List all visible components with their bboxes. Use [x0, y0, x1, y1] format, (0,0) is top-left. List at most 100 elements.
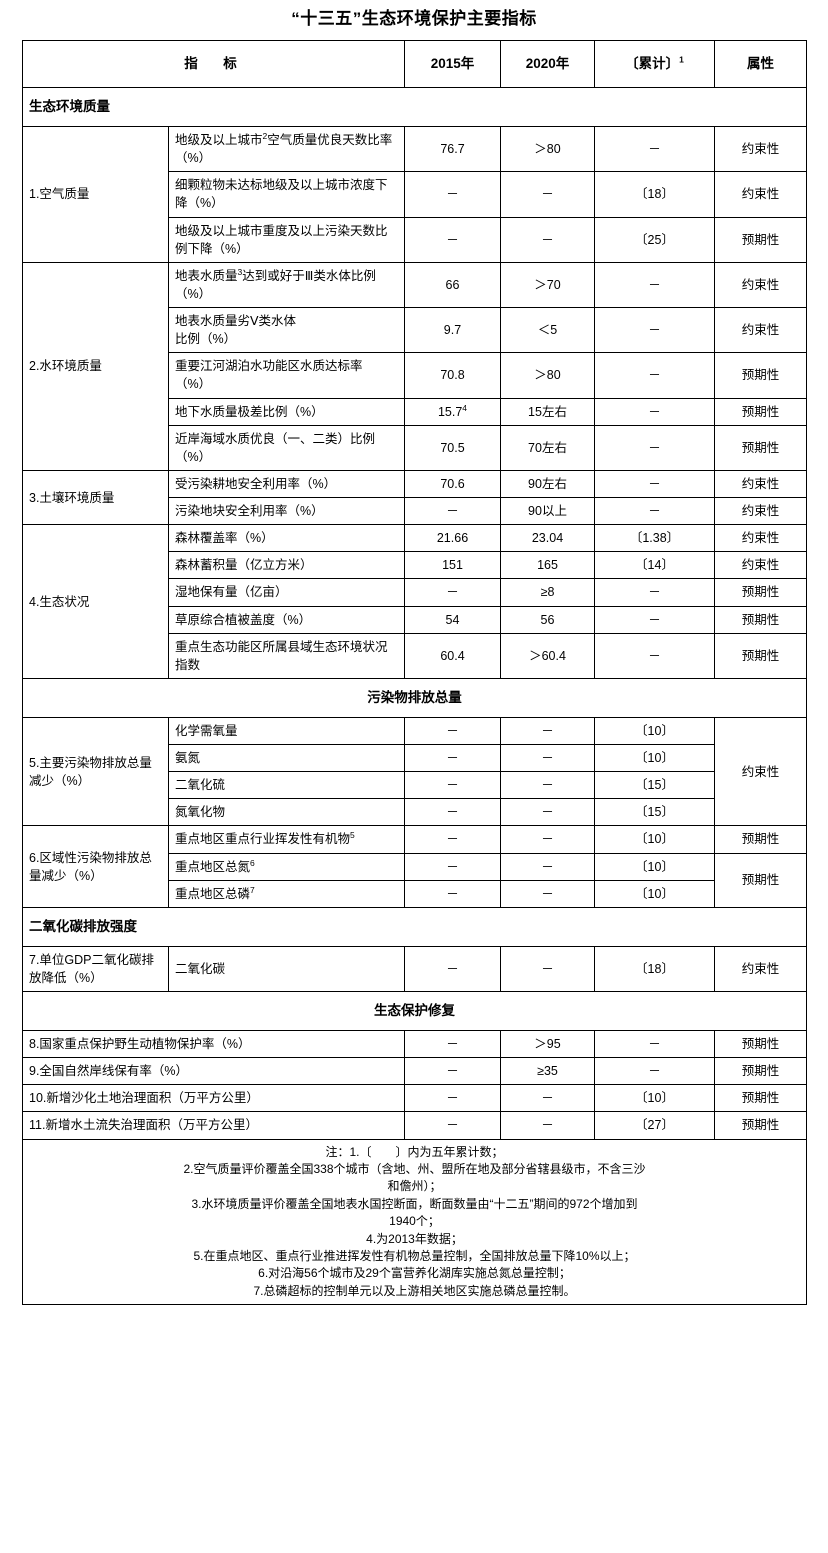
value-2015: 54: [404, 605, 501, 634]
indicator-name-part: 近岸海域水质优良（一、二类）比例: [175, 431, 376, 446]
value-attribute: 预期性: [714, 424, 807, 471]
indicator-name-part: （%）: [175, 449, 212, 464]
value-2015: 70.5: [404, 424, 501, 471]
indicator-name-part: 重点地区总氮: [175, 859, 251, 874]
value-cumulative: 〔15〕: [594, 771, 715, 800]
table-header-row: 指 标 2015年 2020年 〔累计〕1 属性: [22, 40, 807, 89]
value-2020: 56: [500, 605, 595, 634]
table-notes: 注：1.〔 〕内为五年累计数； 2.空气质量评价覆盖全国338个城市（含地、州、盟…: [22, 1138, 807, 1306]
table-row: 重点地区总磷7 － － 〔10〕: [23, 879, 807, 908]
value-2020: －: [500, 798, 595, 827]
footnote-marker: 5: [350, 830, 355, 841]
value-2015: －: [404, 216, 501, 263]
indicator-name: 10.新增沙化土地治理面积（万平方公里）: [22, 1084, 405, 1113]
table-row: 2.水环境质量 地表水质量3达到或好于Ⅲ类水体比例（%） 66 ＞70 － 约束…: [22, 261, 807, 471]
value-2020: －: [500, 1111, 595, 1140]
value-cumulative: 〔27〕: [594, 1111, 715, 1140]
header-indicator: 指 标: [22, 40, 405, 89]
value-2015-text: 15.7: [437, 404, 463, 419]
indicator-name: 重点生态功能区所属县域生态环境状况指数: [168, 632, 405, 679]
value-2015: －: [404, 744, 501, 773]
value-2020: ＞70: [500, 261, 595, 309]
indicator-name: 二氧化硫: [168, 771, 405, 800]
indicator-name: 湿地保有量（亿亩）: [168, 578, 405, 607]
indicator-name: 受污染耕地安全利用率（%）: [168, 469, 405, 499]
table-row: 5.主要污染物排放总量减少（%） 化学需氧量 － － 〔10〕 约束性: [22, 716, 807, 827]
value-cumulative: 〔25〕: [594, 216, 715, 263]
value-2015: －: [404, 1030, 501, 1059]
table-row: 重点地区总氮6 － － 〔10〕 预期性: [23, 852, 807, 908]
note-line: 5.在重点地区、重点行业推进挥发性有机物总量控制，全国排放总量下降10%以上；: [193, 1248, 636, 1263]
note-line: 1940个；: [389, 1214, 440, 1229]
value-cumulative: －: [594, 261, 715, 309]
indicator-name-part: 重点生态功能区所属县域生态环境状: [175, 639, 376, 654]
table-row: 1.空气质量 地级及以上城市2空气质量优良天数比率（%） 76.7 ＞80 － …: [22, 126, 807, 263]
value-2020: －: [500, 771, 595, 800]
table-row: 9.全国自然岸线保有率（%） － ≥35 － 预期性: [22, 1057, 807, 1086]
value-2015: －: [404, 497, 501, 526]
header-cumulative-text: 〔累计〕: [625, 56, 680, 72]
footnote-marker: 7: [250, 884, 255, 895]
indicator-name: 森林覆盖率（%）: [168, 524, 405, 553]
value-cumulative: 〔15〕: [594, 798, 715, 827]
value-attribute: 预期性: [714, 605, 807, 634]
section-carbon-intensity: 二氧化碳排放强度: [22, 906, 807, 947]
indicator-name: 氨氮: [168, 744, 405, 773]
value-2020: ＞80: [500, 352, 595, 399]
section-header-row: 生态环境质量: [22, 87, 807, 128]
value-2015: 70.6: [404, 469, 501, 499]
value-2015: －: [404, 879, 501, 908]
value-cumulative: 〔14〕: [594, 551, 715, 580]
table-row: 重点生态功能区所属县域生态环境状况指数 60.4 ＞60.4 － 预期性: [23, 632, 807, 679]
value-2020: 23.04: [500, 524, 595, 553]
value-2015: 21.66: [404, 524, 501, 553]
indicator-name-part: 重点地区重点行业挥发性有机物: [175, 832, 351, 847]
section-header-row: 污染物排放总量: [22, 677, 807, 718]
indicator-name: 9.全国自然岸线保有率（%）: [22, 1057, 405, 1086]
indicator-name: 重点地区总氮6: [168, 852, 405, 881]
value-attribute: 约束性: [714, 171, 807, 218]
value-2020: ≥8: [500, 578, 595, 607]
value-2015: －: [404, 852, 501, 881]
value-attribute: 约束性: [714, 524, 807, 553]
section-pollutant-emissions: 污染物排放总量: [22, 677, 807, 718]
group-regional-pollutants: 6.区域性污染物排放总量减少（%）: [22, 825, 169, 908]
value-2015: 60.4: [404, 632, 501, 679]
table-row: 4.生态状况 森林覆盖率（%） 21.66 23.04 〔1.38〕 约束性: [22, 524, 807, 679]
indicator-name-part: 细颗粒物未达标地级及以上城市浓度: [175, 178, 376, 193]
value-2020: －: [500, 852, 595, 881]
value-cumulative: －: [594, 1030, 715, 1059]
value-2020: －: [500, 945, 595, 993]
value-attribute: 预期性: [714, 852, 807, 908]
group-water-quality: 2.水环境质量: [22, 261, 169, 471]
value-attribute: 预期性: [714, 1057, 807, 1086]
indicator-name: 重点地区总磷7: [168, 879, 405, 908]
indicator-name: 近岸海域水质优良（一、二类）比例 （%）: [168, 424, 405, 471]
value-cumulative: －: [594, 578, 715, 607]
value-cumulative: －: [594, 1057, 715, 1086]
value-cumulative: －: [594, 307, 715, 354]
section-header-row: 生态保护修复: [22, 991, 807, 1032]
indicator-name-part: 比率（%）: [175, 133, 393, 166]
section-header-row: 二氧化碳排放强度: [22, 906, 807, 947]
table-row: 湿地保有量（亿亩） － ≥8 － 预期性: [23, 578, 807, 607]
value-2020: 70左右: [500, 424, 595, 471]
group-air-quality: 1.空气质量: [22, 126, 169, 263]
indicator-name-part: 重点地区总磷: [175, 886, 251, 901]
indicator-name-part: 空气质量优良天数: [267, 133, 368, 148]
indicator-name: 8.国家重点保护野生动植物保护率（%）: [22, 1030, 405, 1059]
value-attribute: 预期性: [714, 1111, 807, 1140]
value-cumulative: －: [594, 605, 715, 634]
note-line: 注：1.〔 〕内为五年累计数；: [325, 1144, 504, 1159]
value-attribute: 约束性: [714, 261, 807, 309]
footnote-marker: 3: [237, 266, 243, 277]
value-2015: －: [404, 1111, 501, 1140]
group-label-part: 7.单位GDP二氧化碳排: [29, 952, 155, 967]
indicator-name-part: 地级及以上城市: [175, 133, 263, 148]
value-cumulative: －: [594, 126, 715, 173]
value-cumulative: －: [594, 352, 715, 399]
group-gdp-carbon: 7.单位GDP二氧化碳排 放降低（%）: [22, 945, 169, 993]
value-2015: －: [404, 716, 501, 746]
value-attribute: 约束性: [714, 469, 807, 499]
note-line: 4.为2013年数据；: [366, 1231, 463, 1246]
